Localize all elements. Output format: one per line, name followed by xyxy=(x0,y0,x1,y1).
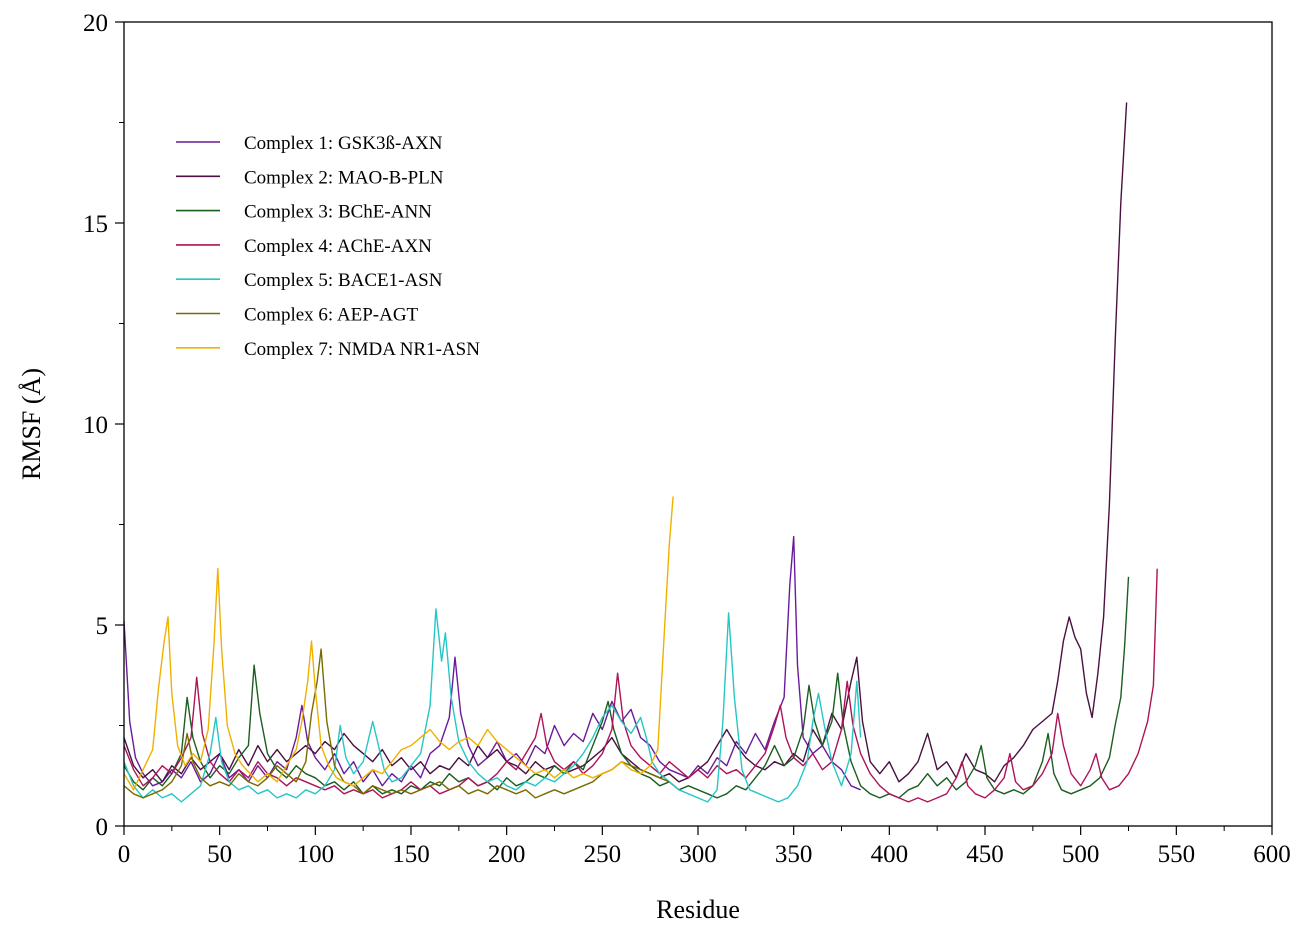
series-line-6 xyxy=(123,648,670,799)
x-tick-label: 200 xyxy=(488,841,526,868)
y-tick-label: 15 xyxy=(83,211,108,238)
x-tick-label: 150 xyxy=(392,841,430,868)
x-tick-label: 450 xyxy=(966,841,1004,868)
x-tick-label: 600 xyxy=(1253,841,1291,868)
x-tick-label: 300 xyxy=(679,841,717,868)
x-tick-label: 100 xyxy=(297,841,335,868)
x-tick-label: 50 xyxy=(207,841,232,868)
y-tick-label: 10 xyxy=(83,412,108,439)
y-tick-label: 5 xyxy=(96,613,109,640)
legend-label-2: Complex 2: MAO-B-PLN xyxy=(244,167,444,188)
x-tick-label: 550 xyxy=(1158,841,1196,868)
legend-label-1: Complex 1: GSK3ß-AXN xyxy=(244,133,443,154)
y-axis: 0 5 10 15 20 xyxy=(83,10,124,841)
y-tick-label: 20 xyxy=(83,10,108,37)
x-tick-label: 350 xyxy=(775,841,813,868)
x-tick-label: 400 xyxy=(871,841,909,868)
y-tick-label: 0 xyxy=(96,814,109,841)
plot-lines xyxy=(123,102,1158,803)
x-tick-label: 500 xyxy=(1062,841,1100,868)
x-axis-label: Residue xyxy=(656,895,740,924)
series-line-7 xyxy=(123,496,674,791)
legend-label-7: Complex 7: NMDA NR1-ASN xyxy=(244,339,480,360)
y-axis-label: RMSF (Å) xyxy=(17,368,46,480)
legend: Complex 1: GSK3ß-AXN Complex 2: MAO-B-PLN… xyxy=(176,133,480,360)
x-axis: 0 50 100 150 200 250 300 350 400 450 500 550 600 xyxy=(118,826,1291,868)
series-line-5 xyxy=(123,608,862,803)
legend-label-4: Complex 4: AChE-AXN xyxy=(244,236,432,257)
x-tick-label: 250 xyxy=(584,841,622,868)
series-line-3 xyxy=(123,576,1130,799)
legend-label-5: Complex 5: BACE1-ASN xyxy=(244,270,443,291)
legend-label-3: Complex 3: BChE-ANN xyxy=(244,202,432,223)
x-tick-label: 0 xyxy=(118,841,131,868)
legend-label-6: Complex 6: AEP-AGT xyxy=(244,305,419,326)
